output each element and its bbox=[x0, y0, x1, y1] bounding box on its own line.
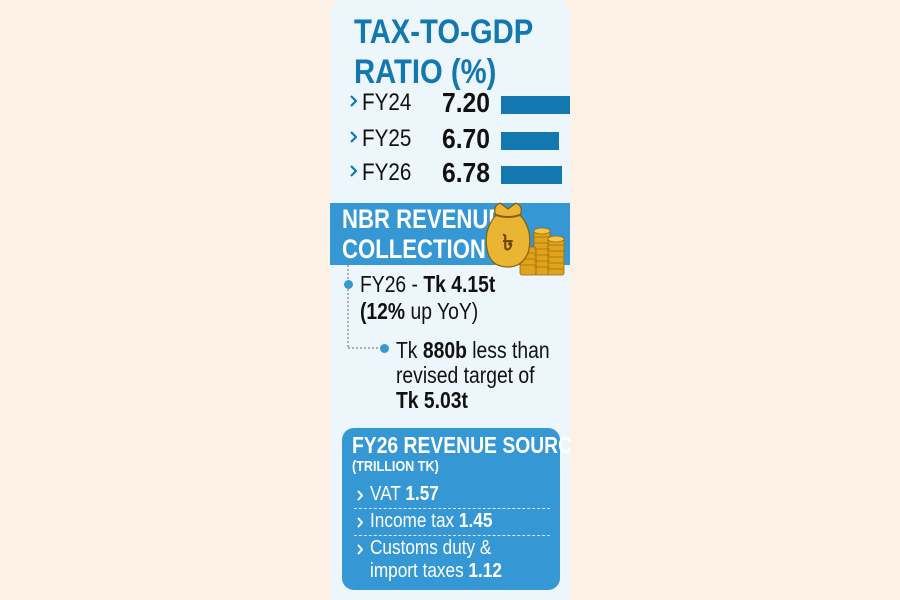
tick-label: FY26 bbox=[362, 159, 412, 186]
bar bbox=[501, 132, 559, 150]
nbr-shortfall-line-2: revised target of bbox=[396, 362, 535, 388]
chevron-right-icon bbox=[357, 544, 363, 555]
chart-title: TAX-TO-GDP RATIO (%) bbox=[354, 12, 535, 92]
source-item-vat: VAT 1.57 bbox=[370, 483, 439, 505]
source-item-income-tax: Income tax 1.45 bbox=[370, 510, 493, 532]
nbr-title: NBR REVENUE COLLECTION bbox=[342, 204, 503, 264]
divider bbox=[354, 535, 550, 536]
bar bbox=[501, 166, 562, 184]
data-label: 6.78 bbox=[442, 157, 490, 188]
tick-label: FY25 bbox=[362, 125, 412, 152]
nbr-title-line-2: COLLECTION bbox=[342, 234, 486, 264]
nbr-growth-line: (12% up YoY) bbox=[360, 298, 479, 324]
bar bbox=[501, 96, 570, 114]
ratio-row: FY25 6.70 bbox=[350, 123, 560, 154]
chevron-right-icon bbox=[357, 490, 363, 501]
svg-text:৳: ৳ bbox=[503, 231, 514, 256]
chevron-right-icon bbox=[357, 517, 363, 528]
nbr-shortfall-line-3: Tk 5.03t bbox=[396, 387, 468, 413]
data-label: 7.20 bbox=[442, 87, 490, 118]
bullet-dot bbox=[344, 280, 353, 289]
ratio-row: FY24 7.20 bbox=[350, 87, 570, 118]
source-item-customs: Customs duty & bbox=[370, 537, 492, 559]
chart-title-line-2: RATIO (%) bbox=[354, 53, 497, 91]
revenue-source-title: FY26 REVENUE SOURCE bbox=[352, 432, 570, 458]
chart-title-line-1: TAX-TO-GDP bbox=[354, 13, 534, 51]
chevron-right-icon bbox=[350, 165, 357, 177]
data-label: 6.70 bbox=[442, 123, 490, 154]
nbr-fy26-line: FY26 - Tk 4.15t bbox=[360, 271, 496, 297]
nbr-title-line-1: NBR REVENUE bbox=[342, 204, 504, 234]
source-item-customs-line-2: import taxes 1.12 bbox=[370, 560, 502, 582]
chevron-right-icon bbox=[350, 95, 357, 107]
money-bag-coins-icon: ৳ bbox=[482, 195, 570, 277]
revenue-source-subtitle: (TRILLION TK) bbox=[352, 458, 439, 475]
tick-label: FY24 bbox=[362, 89, 412, 116]
divider bbox=[354, 508, 550, 509]
infographic-panel: TAX-TO-GDP RATIO (%) FY24 7.20 FY25 6.70 FY2… bbox=[330, 0, 570, 600]
revenue-source-box: FY26 REVENUE SOURCE (TRILLION TK) VAT 1.… bbox=[342, 428, 570, 590]
bullet-dot bbox=[380, 344, 389, 353]
chevron-right-icon bbox=[350, 131, 357, 143]
ratio-row: FY26 6.78 bbox=[350, 157, 562, 188]
nbr-shortfall-line-1: Tk 880b less than bbox=[396, 337, 550, 363]
connector-lines bbox=[347, 265, 382, 349]
